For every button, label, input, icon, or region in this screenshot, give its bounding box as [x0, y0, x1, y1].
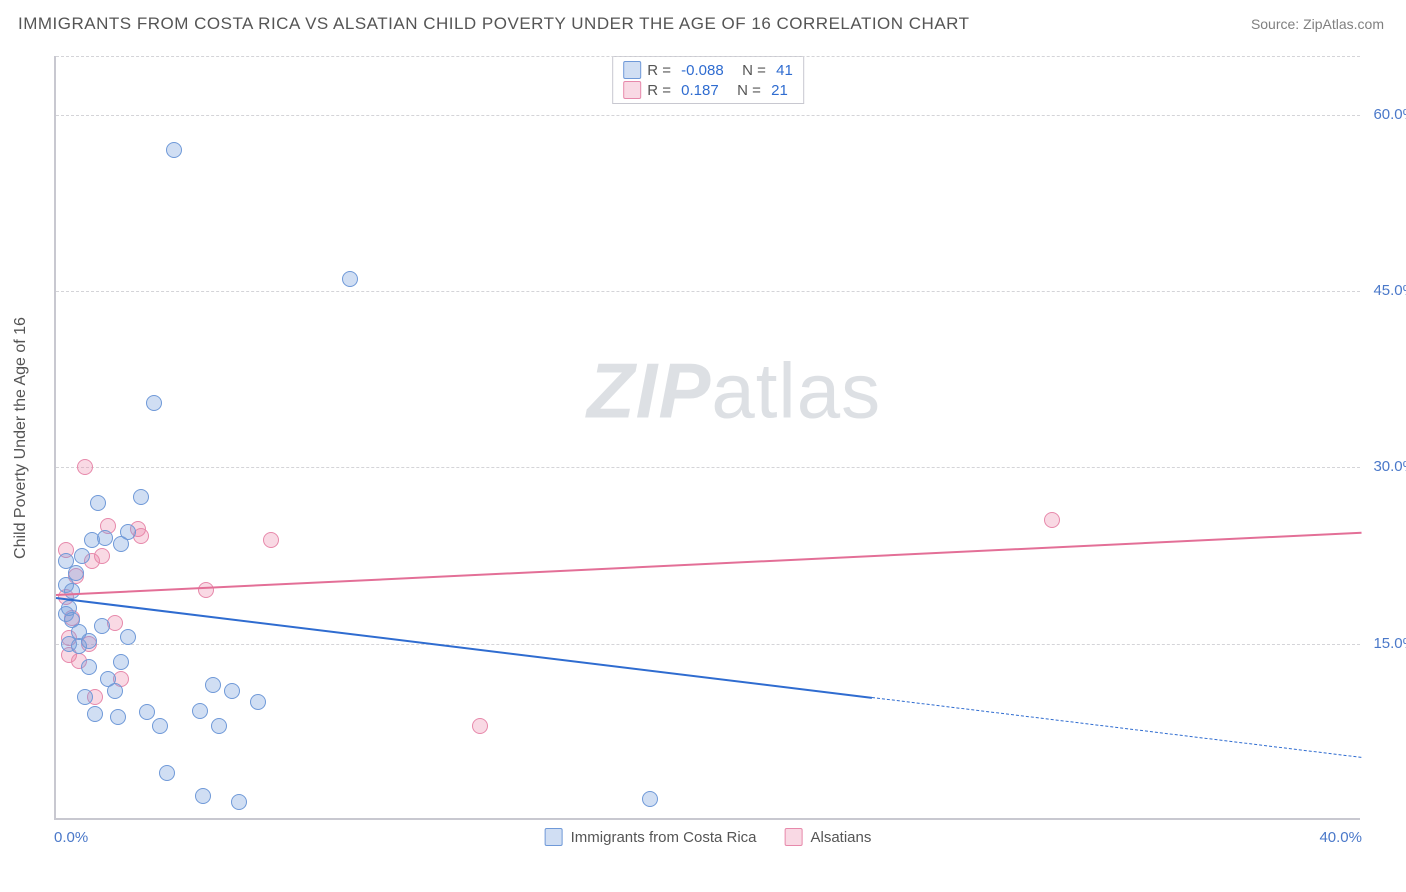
r-label-b: R = [647, 82, 675, 99]
ytick-label: 15.0% [1366, 635, 1406, 652]
data-point [94, 618, 110, 634]
data-point [146, 395, 162, 411]
data-point [133, 489, 149, 505]
data-point [113, 654, 129, 670]
swatch-b-icon [623, 81, 641, 99]
data-point [231, 794, 247, 810]
ytick-label: 45.0% [1366, 282, 1406, 299]
gridline [56, 291, 1360, 292]
watermark-zip: ZIP [587, 347, 711, 435]
swatch-b-icon [785, 828, 803, 846]
legend-series: Immigrants from Costa Rica Alsatians [545, 828, 872, 846]
data-point [64, 583, 80, 599]
data-point [159, 765, 175, 781]
data-point [110, 709, 126, 725]
legend-row-a: R = -0.088 N = 41 [623, 61, 793, 79]
data-point [342, 271, 358, 287]
data-point [195, 788, 211, 804]
legend-item-b: Alsatians [785, 828, 872, 846]
data-point [205, 677, 221, 693]
data-point [472, 718, 488, 734]
r-value-a: -0.088 [681, 62, 724, 79]
data-point [68, 565, 84, 581]
n-label-b: N = [725, 82, 765, 99]
data-point [263, 532, 279, 548]
r-value-b: 0.187 [681, 82, 719, 99]
swatch-a-icon [545, 828, 563, 846]
gridline-top [56, 56, 1360, 57]
source-name: ZipAtlas.com [1303, 16, 1384, 32]
xtick-min: 0.0% [54, 829, 88, 846]
n-label-a: N = [730, 62, 770, 79]
data-point [192, 703, 208, 719]
trend-line [56, 597, 872, 699]
data-point [120, 524, 136, 540]
legend-item-a: Immigrants from Costa Rica [545, 828, 757, 846]
data-point [250, 694, 266, 710]
n-value-a: 41 [776, 62, 793, 79]
data-point [77, 689, 93, 705]
data-point [198, 582, 214, 598]
source-prefix: Source: [1251, 16, 1303, 32]
data-point [166, 142, 182, 158]
data-point [81, 633, 97, 649]
gridline [56, 644, 1360, 645]
chart-title: IMMIGRANTS FROM COSTA RICA VS ALSATIAN C… [18, 14, 970, 34]
legend-row-b: R = 0.187 N = 21 [623, 81, 793, 99]
data-point [139, 704, 155, 720]
data-point [120, 629, 136, 645]
data-point [642, 791, 658, 807]
gridline [56, 467, 1360, 468]
ytick-label: 30.0% [1366, 458, 1406, 475]
watermark: ZIPatlas [587, 346, 881, 437]
data-point [90, 495, 106, 511]
data-point [97, 530, 113, 546]
data-point [152, 718, 168, 734]
trend-line [872, 697, 1362, 758]
data-point [77, 459, 93, 475]
n-value-b: 21 [771, 82, 788, 99]
plot-area: ZIPatlas R = -0.088 N = 41 R = 0.187 N =… [54, 56, 1360, 820]
data-point [74, 548, 90, 564]
data-point [224, 683, 240, 699]
ytick-label: 60.0% [1366, 106, 1406, 123]
xtick-max: 40.0% [1319, 829, 1362, 846]
watermark-atlas: atlas [711, 347, 881, 435]
data-point [94, 548, 110, 564]
series-b-name: Alsatians [811, 829, 872, 846]
trend-line [56, 532, 1362, 596]
data-point [87, 706, 103, 722]
gridline [56, 115, 1360, 116]
data-point [1044, 512, 1060, 528]
source-credit: Source: ZipAtlas.com [1251, 16, 1384, 32]
y-axis-label: Child Poverty Under the Age of 16 [12, 56, 42, 820]
legend-correlation: R = -0.088 N = 41 R = 0.187 N = 21 [612, 56, 804, 104]
series-a-name: Immigrants from Costa Rica [571, 829, 757, 846]
data-point [107, 683, 123, 699]
swatch-a-icon [623, 61, 641, 79]
data-point [211, 718, 227, 734]
r-label-a: R = [647, 62, 675, 79]
data-point [81, 659, 97, 675]
